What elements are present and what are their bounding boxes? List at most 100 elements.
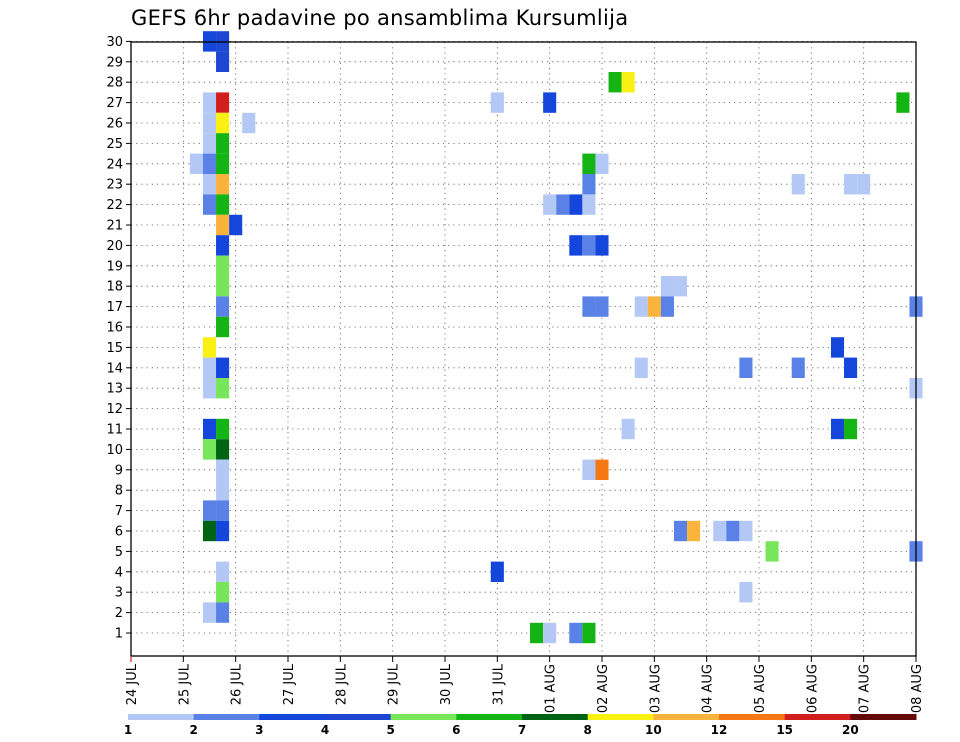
colorbar-label: 1 <box>124 723 132 737</box>
precip-cell <box>660 296 674 317</box>
y-tick-label: 1 <box>115 627 123 642</box>
y-tick-label: 9 <box>115 463 123 478</box>
colorbar-swatch <box>325 714 392 720</box>
precip-cell <box>216 459 230 480</box>
precip-cell <box>216 520 230 542</box>
y-tick-label: 17 <box>106 300 123 315</box>
x-tick-label: 03 AUG <box>648 664 663 713</box>
precip-cell <box>216 194 230 215</box>
precip-cell <box>202 602 217 623</box>
precip-cell <box>216 51 230 72</box>
precip-cell <box>202 153 217 174</box>
x-tick-label: 05 AUG <box>753 664 768 713</box>
colorbar-label: 4 <box>321 723 329 737</box>
colorbar-label: 20 <box>842 723 859 737</box>
colorbar-label: 10 <box>645 723 662 737</box>
precip-cell <box>857 174 871 195</box>
precip-cell <box>202 418 217 440</box>
precip-cell <box>660 276 674 297</box>
precip-cell <box>216 214 230 236</box>
y-tick-label: 4 <box>115 565 123 580</box>
colorbar-label: 15 <box>776 723 793 737</box>
x-tick-label: 30 JUL <box>439 663 454 705</box>
precip-cell <box>830 418 845 440</box>
precip-cell <box>647 296 661 317</box>
x-tick-label: 25 JUL <box>177 663 192 705</box>
precip-cell <box>595 296 609 317</box>
precip-cell <box>216 480 230 501</box>
y-tick-label: 19 <box>106 259 123 274</box>
y-tick-label: 11 <box>106 423 123 438</box>
precip-cell <box>202 337 217 358</box>
precip-cell <box>202 194 217 215</box>
precip-cell <box>242 112 256 134</box>
precip-cell <box>543 622 557 644</box>
precip-cell <box>216 561 230 582</box>
precip-cell <box>739 582 753 603</box>
y-tick-label: 30 <box>106 35 123 50</box>
precip-cell <box>189 153 203 174</box>
x-tick-label: 02 AUG <box>596 664 611 713</box>
x-tick-label: 27 JUL <box>282 663 297 705</box>
colorbar-swatch <box>128 714 195 720</box>
precip-cell <box>216 500 230 521</box>
precip-cell <box>844 418 858 440</box>
y-tick-label: 5 <box>115 545 123 560</box>
precip-cell <box>202 92 217 113</box>
colorbar-label: 6 <box>452 723 460 737</box>
colorbar-swatch <box>193 714 260 720</box>
x-tick-label: 06 AUG <box>805 664 820 713</box>
y-tick-label: 29 <box>106 55 123 70</box>
precip-cell <box>216 133 230 154</box>
colorbar-legend: 1 2 3 4 5 6 7 8 10 12 15 20 <box>124 714 917 737</box>
precip-cell <box>202 378 217 399</box>
precip-cell <box>556 194 570 215</box>
x-tick-label: 04 AUG <box>701 664 716 713</box>
precip-cell <box>490 92 504 113</box>
precip-cell <box>739 520 753 542</box>
precip-cell <box>202 500 217 521</box>
precip-cell <box>202 112 217 134</box>
colorbar-label: 12 <box>711 723 728 737</box>
precip-cell <box>202 439 217 460</box>
y-tick-label: 20 <box>106 239 123 254</box>
y-tick-label: 14 <box>106 361 123 376</box>
precip-cell <box>844 174 858 195</box>
precip-cell <box>739 357 753 378</box>
y-tick-label: 23 <box>106 178 123 193</box>
precip-cell <box>543 194 557 215</box>
precip-cell <box>216 174 230 195</box>
precip-cell <box>582 153 596 174</box>
colorbar-swatch <box>719 714 786 720</box>
precip-cell <box>673 520 688 542</box>
precip-cell <box>216 112 230 134</box>
precip-cell <box>595 153 609 174</box>
precip-cell <box>216 357 230 378</box>
precip-cell <box>634 296 648 317</box>
precip-cell <box>830 337 845 358</box>
precip-cell <box>543 92 557 113</box>
precip-cell <box>202 520 217 542</box>
y-tick-label: 15 <box>106 341 123 356</box>
precip-cell <box>216 153 230 174</box>
y-tick-label: 26 <box>106 117 123 132</box>
x-tick-label: 28 JUL <box>334 663 349 705</box>
x-axis: 24 JUL 25 JUL 26 JUL 27 JUL 28 JUL 29 JUL 30 J… <box>125 656 925 713</box>
y-tick-label: 18 <box>106 280 123 295</box>
precip-cell <box>216 316 230 338</box>
x-tick-label: 24 JUL <box>125 663 140 705</box>
precip-cell <box>582 235 596 256</box>
y-tick-label: 10 <box>106 443 123 458</box>
precip-cell <box>582 194 596 215</box>
y-tick-label: 8 <box>115 484 123 499</box>
y-tick-label: 3 <box>115 586 123 601</box>
colorbar-swatch <box>587 714 654 720</box>
x-tick-label: 07 AUG <box>858 664 873 713</box>
x-tick-label: 29 JUL <box>387 663 402 705</box>
precip-cell <box>713 520 727 542</box>
y-tick-label: 25 <box>106 137 123 152</box>
precip-cell <box>844 357 858 378</box>
colorbar-label: 2 <box>189 723 197 737</box>
y-axis: 1234567891011121314151617181920212223242… <box>106 35 131 642</box>
precip-cell <box>569 235 583 256</box>
